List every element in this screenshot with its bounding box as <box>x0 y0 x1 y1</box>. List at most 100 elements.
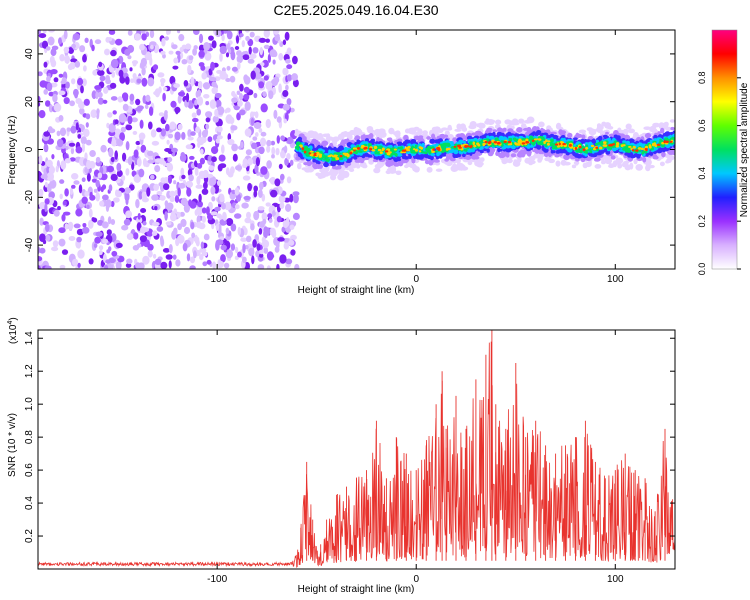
signal-speckle <box>578 129 587 134</box>
noise-speckle <box>234 187 240 196</box>
noise-speckle <box>186 253 191 262</box>
signal-speckle <box>337 133 345 141</box>
signal-speckle <box>538 121 545 128</box>
noise-speckle <box>265 202 271 207</box>
noise-speckle <box>199 148 204 155</box>
noise-speckle <box>196 108 201 116</box>
signal-speckle <box>635 164 643 171</box>
signal-speckle <box>385 170 391 175</box>
noise-speckle <box>69 61 76 70</box>
signal-speckle <box>514 143 519 146</box>
noise-speckle <box>58 73 64 78</box>
noise-speckle <box>215 239 224 246</box>
noise-speckle <box>150 129 157 138</box>
signal-speckle <box>594 128 602 132</box>
noise-speckle <box>58 90 66 96</box>
signal-speckle <box>487 152 494 157</box>
signal-speckle <box>624 147 629 150</box>
signal-speckle <box>484 146 489 149</box>
noise-speckle <box>243 176 250 181</box>
noise-speckle <box>56 130 61 137</box>
noise-speckle <box>137 105 144 110</box>
noise-speckle <box>173 180 177 185</box>
noise-speckle <box>255 157 260 167</box>
noise-speckle <box>102 99 108 104</box>
signal-speckle <box>331 150 335 154</box>
signal-speckle <box>605 158 612 162</box>
signal-speckle <box>497 127 503 133</box>
noise-speckle <box>195 184 203 189</box>
noise-speckle <box>235 246 239 254</box>
signal-speckle <box>410 138 417 145</box>
noise-speckle <box>59 193 63 200</box>
noise-speckle <box>249 53 257 59</box>
signal-speckle <box>424 151 428 155</box>
signal-speckle <box>397 146 402 150</box>
noise-speckle <box>141 67 146 76</box>
noise-speckle <box>187 129 192 138</box>
noise-speckle <box>189 155 195 160</box>
noise-speckle <box>77 249 85 259</box>
noise-speckle <box>226 218 234 226</box>
noise-speckle <box>215 99 222 109</box>
noise-speckle <box>71 78 76 85</box>
noise-speckle <box>204 129 209 135</box>
signal-speckle <box>649 151 654 156</box>
noise-speckle <box>59 54 65 62</box>
noise-speckle <box>127 55 132 60</box>
noise-speckle <box>219 52 223 62</box>
noise-speckle <box>221 202 226 210</box>
signal-speckle <box>426 136 431 140</box>
noise-speckle <box>64 223 69 230</box>
noise-speckle <box>131 117 138 123</box>
noise-speckle <box>164 110 168 115</box>
noise-speckle <box>95 192 100 202</box>
noise-speckle <box>93 243 98 249</box>
noise-speckle <box>61 147 66 154</box>
signal-speckle <box>555 160 561 167</box>
signal-speckle <box>445 148 449 151</box>
noise-speckle <box>181 59 188 65</box>
signal-speckle <box>456 162 464 168</box>
signal-speckle <box>381 149 384 152</box>
signal-speckle <box>575 157 580 162</box>
signal-speckle <box>567 132 573 138</box>
signal-speckle <box>611 147 617 152</box>
noise-speckle <box>146 187 151 197</box>
noise-speckle <box>286 98 292 106</box>
signal-speckle <box>581 134 586 140</box>
noise-speckle <box>281 226 286 233</box>
signal-speckle <box>370 151 375 155</box>
noise-speckle <box>145 94 151 102</box>
signal-speckle <box>349 168 355 173</box>
noise-speckle <box>274 178 281 187</box>
noise-speckle <box>242 54 250 61</box>
spectrogram-noise <box>38 30 300 269</box>
signal-speckle <box>323 148 330 153</box>
noise-speckle <box>38 71 43 77</box>
noise-speckle <box>211 156 217 163</box>
noise-speckle <box>52 93 58 103</box>
noise-speckle <box>38 30 41 35</box>
noise-speckle <box>45 159 53 167</box>
noise-speckle <box>218 154 226 162</box>
noise-speckle <box>225 249 233 259</box>
noise-speckle <box>214 30 222 38</box>
noise-speckle <box>58 115 64 122</box>
noise-speckle <box>196 137 203 143</box>
noise-speckle <box>260 166 268 175</box>
noise-speckle <box>230 243 236 251</box>
noise-speckle <box>121 224 129 231</box>
noise-speckle <box>254 111 259 119</box>
signal-speckle <box>598 146 603 150</box>
noise-speckle <box>201 215 206 223</box>
noise-speckle <box>282 67 289 76</box>
noise-speckle <box>75 146 83 154</box>
signal-speckle <box>478 122 486 129</box>
signal-speckle <box>659 138 662 142</box>
signal-speckle <box>645 139 651 143</box>
noise-speckle <box>137 213 141 220</box>
noise-speckle <box>160 78 166 84</box>
signal-speckle <box>412 165 418 172</box>
noise-speckle <box>177 94 182 104</box>
